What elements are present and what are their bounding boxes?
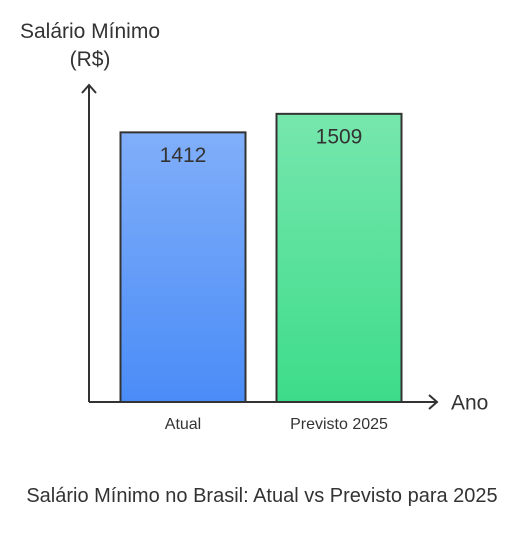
y-axis-label: Salário Mínimo (R$) (19, 20, 161, 71)
value-label: 1412 (160, 144, 207, 167)
x-tick-label: Previsto 2025 (290, 416, 388, 433)
plot: Ano Atual 1412 Previsto 2025 1509 (81, 83, 488, 433)
bar (119, 131, 247, 403)
x-axis-label: Ano (451, 392, 488, 415)
x-tick-label: Atual (165, 416, 201, 433)
x-axis-arrow (428, 394, 439, 410)
value-label: 1509 (316, 125, 363, 148)
y-axis-arrow (81, 83, 97, 94)
bar (275, 112, 403, 403)
chart-title: Salário Mínimo no Brasil: Atual vs Previ… (26, 485, 498, 507)
